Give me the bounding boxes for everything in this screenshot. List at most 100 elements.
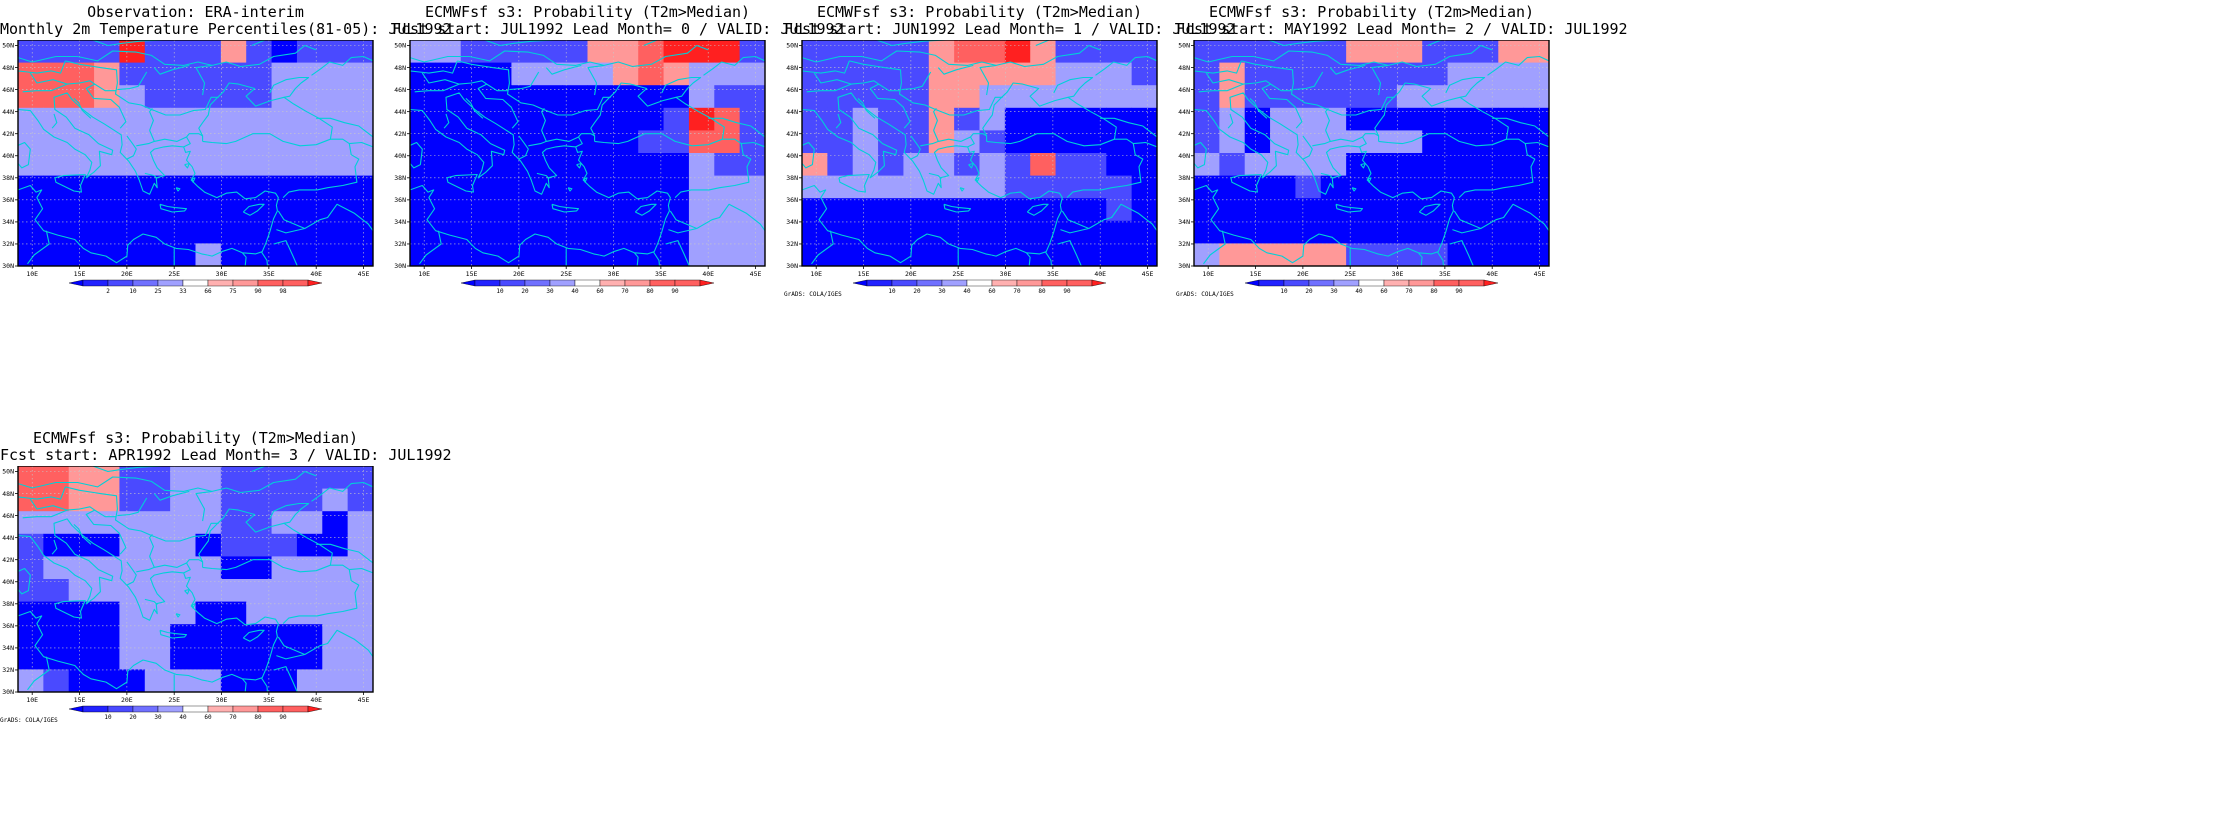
grid-cell — [1320, 107, 1347, 131]
grid-cell — [1295, 175, 1322, 199]
lat-tick-label: 30N — [2, 688, 14, 696]
grid-cell — [435, 220, 462, 244]
grid-cell — [1346, 62, 1372, 86]
grid-cell — [271, 198, 298, 222]
grid-cell — [954, 198, 980, 222]
grid-cell — [347, 601, 374, 625]
panel-title: ECMWFsf s3: Probability (T2m>Median) — [1208, 3, 1535, 21]
grid-cell — [852, 153, 879, 176]
grid-cell — [1523, 130, 1550, 154]
grid-cell — [1244, 175, 1271, 199]
grid-cell — [1523, 62, 1550, 86]
colorbar-segment — [157, 279, 184, 287]
grid-cell — [878, 198, 904, 222]
grid-cell — [536, 107, 563, 131]
grid-cell — [43, 556, 70, 580]
grid-cell — [271, 62, 298, 86]
grid-cell — [878, 153, 904, 176]
grid-cell — [246, 243, 272, 267]
colorbar-label: 33 — [179, 288, 187, 295]
grid-cell — [954, 85, 980, 109]
grid-cell — [119, 488, 146, 512]
coastline — [652, 251, 661, 266]
lat-tick-label: 30N — [394, 262, 406, 270]
lat-tick-label: 32N — [2, 666, 14, 674]
coastline — [802, 92, 1063, 257]
coastline — [1194, 60, 1242, 74]
grid-cell — [979, 220, 1006, 244]
grid-cell — [739, 175, 766, 199]
lon-tick-label: 40E — [1486, 270, 1498, 278]
lon-tick-label: 15E — [74, 270, 86, 278]
coastline — [802, 60, 850, 74]
grid-cell — [18, 466, 44, 489]
colorbar-label: 20 — [913, 288, 921, 295]
grid-cell — [68, 62, 95, 86]
coastline — [979, 44, 1101, 96]
grid-cell — [638, 130, 664, 154]
grid-cell — [195, 107, 222, 131]
grid-cell — [954, 107, 980, 131]
coastline — [372, 106, 373, 107]
grid-cell — [1270, 198, 1296, 222]
coastline — [183, 136, 191, 148]
grid-cell — [410, 130, 436, 154]
grid-cell — [296, 669, 323, 693]
coastline — [51, 113, 58, 129]
grid-cell — [739, 153, 766, 176]
grid-cell — [170, 533, 196, 557]
colorbar-label: 80 — [1430, 288, 1438, 295]
grid-cell — [220, 85, 247, 109]
grid-cell — [170, 243, 196, 267]
lat-tick-label: 40N — [2, 152, 14, 160]
grid-cell — [1131, 175, 1158, 199]
grid-cell — [220, 175, 247, 199]
grid-cell — [1194, 175, 1220, 199]
grid-cell — [195, 40, 222, 63]
coastline — [144, 172, 158, 180]
colorbar-label: 60 — [988, 288, 996, 295]
grid-cell — [1106, 85, 1133, 109]
grid-cell — [1030, 62, 1056, 86]
grid-cell — [1131, 85, 1158, 109]
grid-cell — [739, 243, 766, 267]
grid-cell — [1004, 107, 1031, 131]
grid-cell — [410, 40, 436, 63]
grid-cell — [1131, 198, 1158, 222]
grid-cell — [1447, 243, 1474, 267]
grid-cell — [195, 646, 222, 670]
coastline — [849, 60, 1003, 116]
coastline — [92, 40, 163, 47]
grid-cell — [663, 62, 690, 86]
lon-tick-label: 15E — [858, 270, 870, 278]
map-frame — [17, 466, 374, 693]
grid-cell — [322, 488, 349, 512]
coastline — [968, 162, 974, 169]
grid-cell — [144, 646, 171, 670]
grid-cell — [688, 107, 715, 131]
grid-cell — [119, 107, 146, 131]
coastline — [410, 184, 600, 264]
lat-tick-label: 50N — [1178, 42, 1190, 50]
grid-cell — [296, 533, 323, 557]
lat-tick-label: 42N — [1178, 130, 1190, 138]
coastline — [136, 556, 155, 573]
coastline — [65, 486, 219, 542]
grid-cell — [852, 85, 879, 109]
grid-cell — [1523, 85, 1550, 109]
grid-cell — [410, 175, 436, 199]
lon-tick-label: 30E — [608, 270, 620, 278]
grid-cell — [322, 62, 349, 86]
grid-cell — [271, 107, 298, 131]
grid-cell — [322, 511, 349, 535]
lat-tick-label: 34N — [1178, 218, 1190, 226]
colorbar-segment — [474, 279, 501, 287]
grid-cell — [612, 153, 639, 176]
grid-cell — [1219, 175, 1246, 199]
grid-cell — [1004, 40, 1031, 63]
panel-title: ECMWFsf s3: Probability (T2m>Median) — [32, 429, 359, 447]
grid-cell — [1219, 243, 1246, 267]
coastline — [764, 83, 765, 84]
grid-cell — [903, 198, 930, 222]
